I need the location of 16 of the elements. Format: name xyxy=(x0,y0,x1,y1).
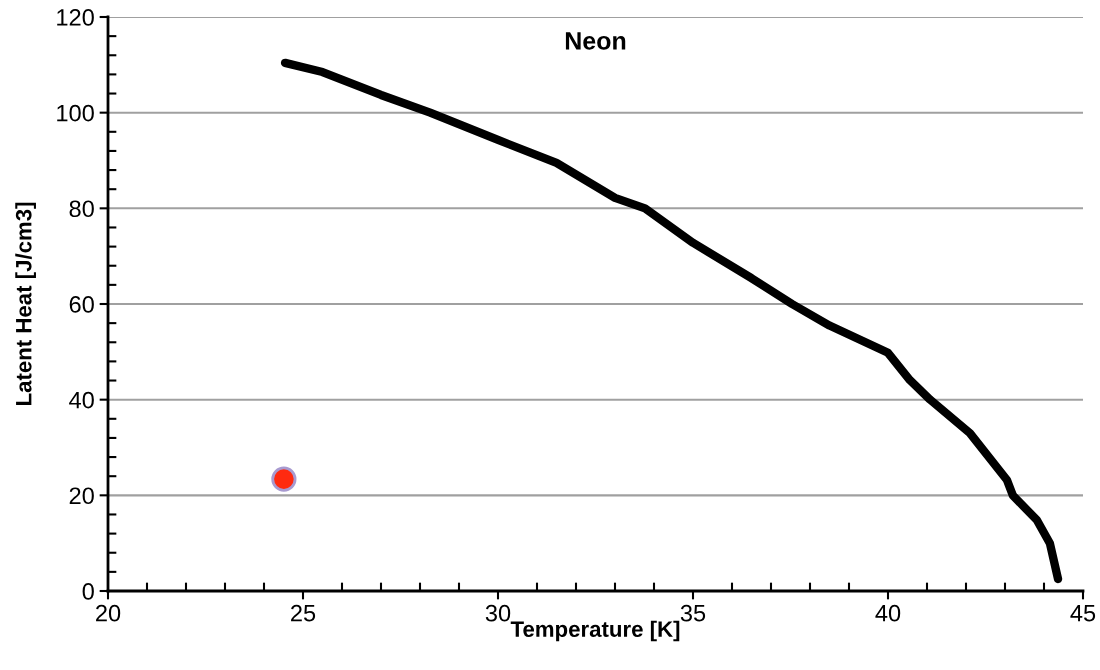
y-tick-label: 40 xyxy=(69,391,94,409)
y-tick-label: 0 xyxy=(82,583,94,600)
x-tick-label: 25 xyxy=(291,604,316,622)
y-tick-label: 20 xyxy=(69,487,94,505)
y-tick-label: 60 xyxy=(69,296,94,313)
x-tick-label: 30 xyxy=(485,604,511,622)
x-tick-label: 35 xyxy=(680,604,706,622)
x-tick-label: 45 xyxy=(1070,605,1096,622)
y-tick-label: 120 xyxy=(57,9,94,26)
chart-title: Neon xyxy=(565,32,626,50)
x-tick-label: 20 xyxy=(96,604,121,622)
y-tick-label: 100 xyxy=(57,104,94,122)
x-tick-label: 40 xyxy=(875,604,901,622)
x-axis-title: Temperature [K] xyxy=(510,620,680,642)
y-axis-title: Latent Heat [J/cm3] xyxy=(15,202,36,405)
y-tick-label: 80 xyxy=(69,200,94,218)
